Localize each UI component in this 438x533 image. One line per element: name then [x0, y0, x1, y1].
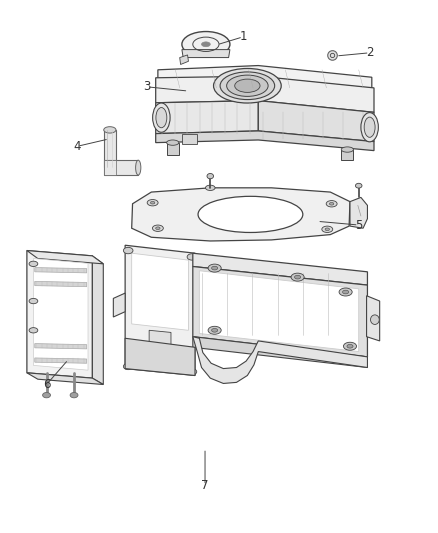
Polygon shape	[182, 50, 230, 58]
Ellipse shape	[166, 140, 179, 146]
Polygon shape	[166, 143, 179, 155]
Polygon shape	[27, 251, 92, 378]
Text: 4: 4	[73, 140, 81, 153]
Ellipse shape	[364, 117, 375, 138]
Polygon shape	[155, 76, 374, 112]
Ellipse shape	[150, 201, 155, 204]
Ellipse shape	[29, 298, 38, 304]
Ellipse shape	[152, 225, 163, 231]
Polygon shape	[258, 101, 374, 142]
Polygon shape	[104, 160, 138, 175]
Ellipse shape	[182, 31, 230, 57]
Ellipse shape	[136, 160, 141, 175]
Polygon shape	[149, 330, 171, 349]
Polygon shape	[180, 55, 188, 64]
Ellipse shape	[322, 226, 333, 232]
Ellipse shape	[156, 108, 167, 128]
Polygon shape	[27, 373, 103, 384]
Polygon shape	[125, 338, 195, 375]
Polygon shape	[104, 130, 116, 167]
Ellipse shape	[347, 344, 353, 348]
Polygon shape	[104, 160, 116, 175]
Polygon shape	[193, 253, 367, 285]
Ellipse shape	[361, 112, 378, 142]
Ellipse shape	[198, 196, 303, 232]
Ellipse shape	[187, 368, 197, 375]
Ellipse shape	[124, 364, 133, 369]
Polygon shape	[35, 281, 87, 287]
Ellipse shape	[329, 203, 334, 205]
Polygon shape	[27, 251, 103, 264]
Ellipse shape	[70, 392, 78, 398]
Polygon shape	[193, 266, 367, 357]
Ellipse shape	[42, 392, 50, 398]
Polygon shape	[113, 293, 125, 317]
Text: 2: 2	[366, 46, 373, 59]
Polygon shape	[155, 101, 258, 134]
Ellipse shape	[201, 42, 210, 47]
Polygon shape	[132, 188, 350, 241]
Polygon shape	[33, 259, 88, 370]
Ellipse shape	[208, 264, 221, 272]
Ellipse shape	[341, 147, 353, 152]
Ellipse shape	[226, 75, 268, 96]
Ellipse shape	[124, 247, 133, 254]
Ellipse shape	[220, 72, 275, 100]
Text: 6: 6	[43, 378, 50, 391]
Polygon shape	[155, 131, 374, 151]
Ellipse shape	[326, 200, 337, 207]
Ellipse shape	[212, 266, 218, 270]
Ellipse shape	[291, 273, 304, 281]
Ellipse shape	[104, 127, 116, 133]
Ellipse shape	[212, 328, 218, 332]
Ellipse shape	[207, 173, 214, 179]
Ellipse shape	[339, 288, 352, 296]
Ellipse shape	[205, 185, 215, 190]
Ellipse shape	[155, 227, 160, 230]
Ellipse shape	[343, 290, 349, 294]
Ellipse shape	[325, 228, 329, 231]
Polygon shape	[193, 337, 367, 383]
Polygon shape	[35, 268, 87, 273]
Ellipse shape	[343, 342, 357, 350]
Polygon shape	[92, 256, 103, 384]
Ellipse shape	[29, 261, 38, 266]
Polygon shape	[158, 66, 372, 88]
Polygon shape	[350, 197, 367, 228]
Polygon shape	[132, 253, 188, 330]
Ellipse shape	[147, 199, 158, 206]
Polygon shape	[199, 271, 359, 352]
Text: 1: 1	[239, 30, 247, 43]
Ellipse shape	[187, 254, 197, 260]
Ellipse shape	[208, 326, 221, 334]
Ellipse shape	[214, 68, 281, 103]
Polygon shape	[367, 296, 380, 341]
Polygon shape	[125, 245, 195, 375]
Ellipse shape	[328, 51, 337, 60]
Polygon shape	[193, 337, 367, 368]
Ellipse shape	[371, 315, 379, 325]
Ellipse shape	[356, 183, 362, 188]
Ellipse shape	[294, 275, 300, 279]
Polygon shape	[35, 344, 87, 349]
Ellipse shape	[152, 103, 170, 132]
Text: 5: 5	[355, 219, 362, 231]
Text: 7: 7	[201, 479, 209, 492]
Polygon shape	[182, 134, 197, 144]
Text: 3: 3	[143, 80, 151, 93]
Ellipse shape	[29, 328, 38, 333]
Ellipse shape	[235, 79, 260, 92]
Polygon shape	[35, 358, 87, 364]
Polygon shape	[341, 150, 353, 160]
